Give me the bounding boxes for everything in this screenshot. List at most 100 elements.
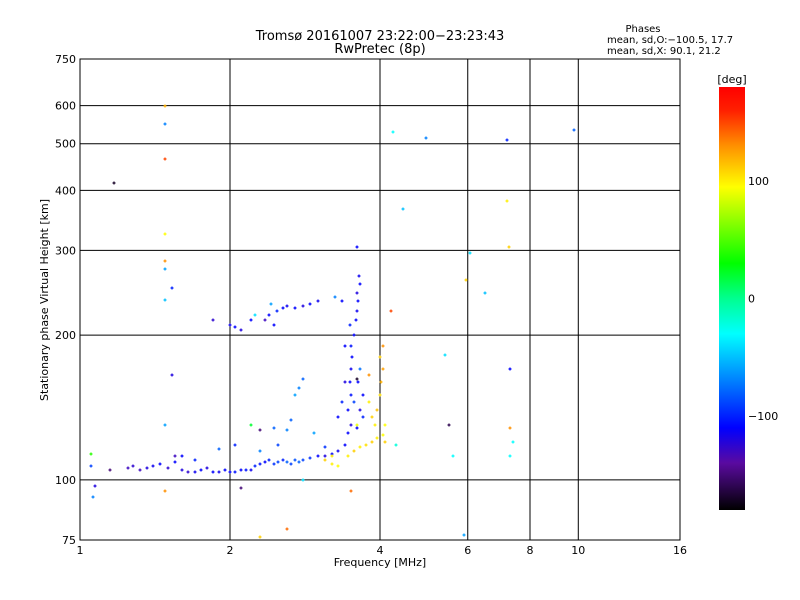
colorbar-tick-label: −100	[748, 410, 778, 423]
scatter-points	[89, 104, 576, 539]
data-point	[330, 462, 334, 466]
stats-o-mode: mean, sd,O:−100.5, 17.7	[607, 35, 733, 46]
data-point	[343, 380, 347, 384]
y-tick-label: 100	[55, 474, 76, 487]
data-point	[249, 318, 253, 322]
data-point	[468, 251, 472, 255]
data-point	[253, 313, 257, 317]
data-point	[507, 245, 511, 249]
data-point	[349, 367, 353, 371]
data-point	[379, 380, 383, 384]
data-point	[163, 489, 167, 493]
data-point	[166, 466, 170, 470]
data-point	[263, 460, 267, 464]
chart-title: Tromsø 20161007 23:22:00−23:23:43	[255, 29, 505, 44]
data-point	[355, 309, 359, 313]
data-point	[508, 426, 512, 430]
data-point	[239, 486, 243, 490]
data-point	[193, 458, 197, 462]
data-point	[355, 423, 359, 427]
data-point	[272, 426, 276, 430]
data-point	[272, 323, 276, 327]
data-point	[316, 299, 320, 303]
data-point	[505, 199, 509, 203]
data-point	[163, 259, 167, 263]
y-tick-label: 300	[55, 244, 76, 257]
colorbar-ticks: 100 0 −100	[748, 175, 778, 423]
data-point	[239, 468, 243, 472]
data-point	[249, 423, 253, 427]
data-point	[301, 458, 305, 462]
data-point	[173, 460, 177, 464]
data-point	[361, 415, 365, 419]
data-point	[447, 423, 451, 427]
y-axis-label: Stationary phase Virtual Height [km]	[38, 199, 51, 401]
data-point	[301, 304, 305, 308]
data-point	[223, 468, 227, 472]
data-point	[285, 304, 289, 308]
data-point	[333, 295, 337, 299]
data-point	[180, 454, 184, 458]
data-point	[186, 470, 190, 474]
data-point	[462, 533, 466, 537]
data-point	[391, 130, 395, 134]
data-point	[355, 291, 359, 295]
data-point	[199, 468, 203, 472]
grid-lines	[80, 59, 680, 540]
data-point	[269, 302, 273, 306]
data-point	[572, 128, 576, 132]
data-point	[205, 466, 209, 470]
data-point	[358, 408, 362, 412]
data-point	[381, 344, 385, 348]
data-point	[340, 299, 344, 303]
data-point	[285, 460, 289, 464]
data-point	[350, 355, 354, 359]
data-point	[258, 449, 262, 453]
data-point	[293, 458, 297, 462]
data-point	[297, 460, 301, 464]
data-point	[323, 445, 327, 449]
data-point	[163, 298, 167, 302]
data-point	[272, 462, 276, 466]
data-point	[285, 527, 289, 531]
data-point	[112, 181, 116, 185]
data-point	[145, 466, 149, 470]
data-point	[301, 377, 305, 381]
data-point	[289, 418, 293, 422]
data-point	[244, 468, 248, 472]
data-point	[346, 408, 350, 412]
x-tick-label: 16	[673, 544, 687, 557]
data-point	[89, 464, 93, 468]
data-point	[217, 447, 221, 451]
data-point	[401, 207, 405, 211]
data-point	[323, 458, 327, 462]
data-point	[336, 415, 340, 419]
data-point	[358, 445, 362, 449]
data-point	[375, 408, 379, 412]
data-point	[358, 367, 362, 371]
data-point	[276, 460, 280, 464]
data-point	[367, 373, 371, 377]
data-point	[358, 282, 362, 286]
data-point	[131, 464, 135, 468]
data-point	[170, 373, 174, 377]
x-axis-ticks: 1 2 4 6 8 10 16	[77, 544, 688, 557]
data-point	[367, 400, 371, 404]
data-point	[211, 470, 215, 474]
data-point	[511, 440, 515, 444]
x-tick-label: 2	[227, 544, 234, 557]
data-point	[330, 454, 334, 458]
data-point	[348, 380, 352, 384]
data-point	[158, 462, 162, 466]
data-point	[93, 484, 97, 488]
data-point	[378, 393, 382, 397]
data-point	[211, 318, 215, 322]
colorbar	[719, 87, 745, 510]
data-point	[370, 440, 374, 444]
data-point	[163, 122, 167, 126]
data-point	[355, 426, 359, 430]
data-point	[126, 466, 130, 470]
data-point	[352, 333, 356, 337]
data-point	[170, 286, 174, 290]
data-point	[308, 302, 312, 306]
